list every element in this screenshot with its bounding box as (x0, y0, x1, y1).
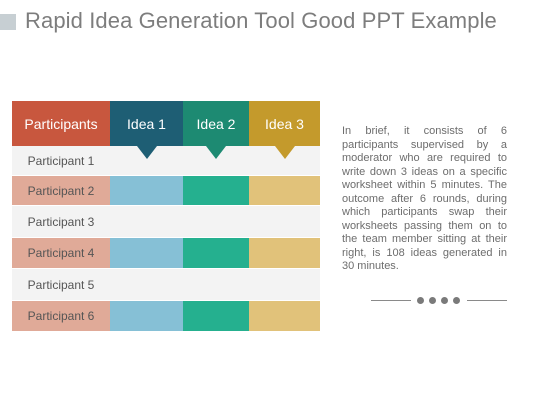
description-paragraph: In brief, it consists of 6 participants … (342, 125, 507, 272)
slide-title: Rapid Idea Generation Tool Good PPT Exam… (25, 8, 497, 33)
idea-3-cell (249, 206, 320, 237)
idea-1-cell (110, 301, 183, 331)
idea-2-cell (183, 206, 249, 237)
idea-1-cell (110, 176, 183, 205)
table-row: Participant 6 (12, 301, 320, 331)
header-idea-3-label: Idea 3 (265, 115, 304, 132)
idea-2-cell (183, 301, 249, 331)
idea-1-cell (110, 238, 183, 268)
down-arrow-icon (206, 146, 226, 159)
table-row: Participant 3 (12, 206, 320, 237)
idea-2-cell (183, 176, 249, 205)
dot-icon (429, 297, 436, 304)
ideas-table: Participants Idea 1 Idea 2 Idea 3 Partic… (12, 101, 320, 331)
participant-label: Participant 2 (12, 176, 110, 205)
table-row: Participant 1 (12, 146, 320, 175)
dot-icon (453, 297, 460, 304)
idea-1-cell (110, 269, 183, 300)
participant-label: Participant 6 (12, 301, 110, 331)
down-arrow-icon (274, 146, 295, 159)
idea-2-cell (183, 269, 249, 300)
idea-3-cell (249, 176, 320, 205)
divider-line-right (467, 300, 507, 301)
participant-label: Participant 1 (12, 146, 110, 175)
title-accent-square (0, 14, 16, 30)
table-row: Participant 5 (12, 269, 320, 300)
dot-icon (417, 297, 424, 304)
participant-label: Participant 4 (12, 238, 110, 268)
idea-1-cell (110, 206, 183, 237)
ellipsis-divider (371, 295, 507, 307)
idea-2-cell (183, 238, 249, 268)
divider-line-left (371, 300, 411, 301)
header-idea-1-label: Idea 1 (127, 115, 166, 132)
table-header-row: Participants Idea 1 Idea 2 Idea 3 (12, 101, 320, 159)
idea-3-cell (249, 269, 320, 300)
dot-icon (441, 297, 448, 304)
idea-3-cell (249, 301, 320, 331)
table-row: Participant 4 (12, 238, 320, 268)
header-idea-2: Idea 2 (183, 101, 249, 159)
down-arrow-icon (136, 146, 157, 159)
header-participants: Participants (12, 101, 110, 146)
idea-3-cell (249, 238, 320, 268)
table-row: Participant 2 (12, 176, 320, 205)
header-idea-2-label: Idea 2 (196, 115, 236, 132)
header-idea-1: Idea 1 (110, 101, 183, 159)
participant-label: Participant 3 (12, 206, 110, 237)
header-idea-3: Idea 3 (249, 101, 320, 159)
header-participants-label: Participants (24, 115, 98, 132)
participant-label: Participant 5 (12, 269, 110, 300)
